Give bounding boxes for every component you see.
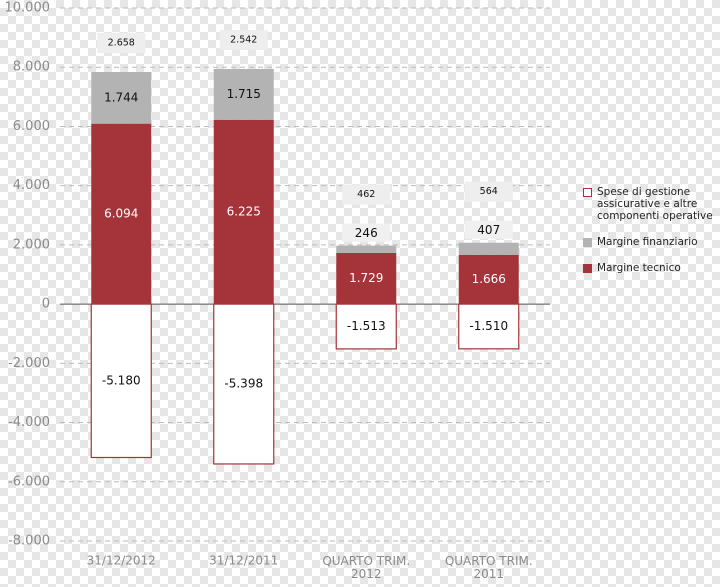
x-tick-label: 31/12/2011 bbox=[209, 554, 278, 568]
value-label: 1.729 bbox=[349, 271, 383, 285]
value-label: 407 bbox=[477, 223, 500, 237]
value-label: 1.744 bbox=[104, 90, 138, 104]
legend-swatch bbox=[583, 264, 592, 273]
total-box bbox=[219, 29, 268, 50]
bar-segment bbox=[335, 303, 397, 350]
bar-segment bbox=[213, 119, 274, 305]
legend-swatch bbox=[583, 188, 592, 197]
y-tick-label: -4.000 bbox=[8, 415, 50, 430]
value-label: -5.398 bbox=[224, 377, 263, 391]
bar-segment bbox=[90, 303, 152, 459]
value-label: 6.094 bbox=[104, 206, 138, 220]
bar-segment bbox=[336, 245, 397, 253]
total-label: 462 bbox=[357, 189, 375, 200]
bar-segment bbox=[213, 68, 274, 120]
y-tick-label: 10.000 bbox=[5, 1, 51, 16]
value-label: -1.510 bbox=[469, 319, 508, 333]
x-tick-label: QUARTO TRIM. 2012 bbox=[322, 554, 410, 581]
legend-label: Margine tecnico bbox=[597, 262, 681, 274]
x-tick-label: QUARTO TRIM. 2011 bbox=[445, 554, 533, 581]
bar-segment bbox=[458, 242, 519, 255]
y-tick-label: 0 bbox=[42, 297, 50, 312]
y-tick-label: 8.000 bbox=[13, 60, 50, 75]
bar-segment bbox=[458, 254, 519, 305]
value-label: -5.180 bbox=[102, 373, 141, 387]
legend-item: Margine tecnico bbox=[583, 262, 720, 274]
total-label: 564 bbox=[480, 186, 498, 197]
bar-segment bbox=[91, 72, 152, 124]
bar-segment bbox=[336, 252, 397, 305]
value-label: 1.715 bbox=[227, 87, 261, 101]
y-tick-label: 6.000 bbox=[13, 119, 50, 134]
value-label: -1.513 bbox=[347, 319, 386, 333]
legend-item: Spese di gestione assicurative e altre c… bbox=[583, 186, 720, 222]
label-box bbox=[464, 220, 513, 239]
x-tick-label: 31/12/2012 bbox=[87, 554, 156, 568]
total-label: 2.658 bbox=[108, 38, 135, 49]
bar-segment bbox=[91, 123, 152, 305]
value-label: 1.666 bbox=[472, 272, 506, 286]
y-tick-label: -2.000 bbox=[8, 356, 50, 371]
total-box bbox=[342, 184, 391, 205]
value-label: 246 bbox=[355, 226, 378, 240]
y-tick-label: -6.000 bbox=[8, 474, 50, 489]
legend-label: Spese di gestione assicurative e altre c… bbox=[597, 186, 713, 222]
value-label: 6.225 bbox=[227, 204, 261, 218]
y-tick-label: 4.000 bbox=[13, 178, 50, 193]
bar-segment bbox=[213, 303, 275, 465]
legend-item: Margine finanziario bbox=[583, 236, 720, 248]
legend: Spese di gestione assicurative e altre c… bbox=[583, 186, 720, 288]
bar-segment bbox=[458, 303, 520, 350]
total-box bbox=[97, 33, 146, 54]
label-box bbox=[342, 223, 391, 242]
total-label: 2.542 bbox=[230, 34, 257, 45]
y-tick-label: 2.000 bbox=[13, 237, 50, 252]
y-tick-label: -8.000 bbox=[8, 534, 50, 549]
total-box bbox=[464, 181, 513, 202]
legend-label: Margine finanziario bbox=[597, 236, 698, 248]
legend-swatch bbox=[583, 238, 592, 247]
